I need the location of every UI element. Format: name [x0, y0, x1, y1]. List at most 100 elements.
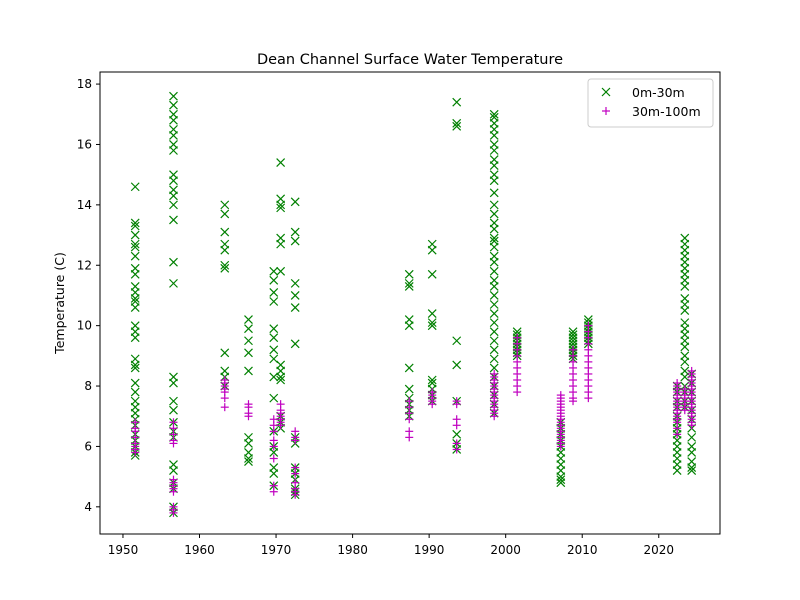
data-point	[220, 200, 230, 210]
data-point	[269, 333, 279, 343]
data-point	[489, 200, 499, 210]
data-point	[244, 457, 253, 466]
data-point	[489, 224, 499, 234]
data-point	[489, 318, 499, 328]
data-point	[489, 233, 499, 243]
data-point	[404, 278, 414, 288]
y-tick-label: 16	[77, 137, 92, 151]
data-point	[130, 251, 140, 261]
data-point	[290, 291, 300, 300]
data-point	[687, 463, 697, 472]
data-point	[680, 406, 689, 415]
data-point	[405, 433, 414, 442]
data-point	[428, 400, 437, 409]
data-point	[130, 363, 140, 373]
data-point	[404, 321, 414, 331]
legend-entry-30m-100m: 30m-100m	[632, 104, 701, 119]
data-point	[169, 146, 178, 155]
data-point	[489, 209, 499, 219]
data-point	[130, 269, 140, 279]
data-point	[169, 215, 178, 225]
data-point	[276, 375, 286, 385]
data-point	[130, 218, 140, 228]
data-point	[680, 372, 690, 382]
data-point	[130, 333, 140, 343]
data-point	[169, 378, 178, 388]
data-point	[244, 454, 253, 463]
data-point	[291, 469, 300, 478]
x-tick-label: 1970	[261, 543, 292, 557]
data-point	[220, 260, 230, 270]
data-marks	[130, 91, 697, 518]
data-point	[489, 336, 499, 346]
data-point	[269, 275, 279, 285]
y-axis-label: Temperature (C)	[52, 252, 67, 355]
data-point	[290, 227, 300, 237]
data-point	[452, 360, 462, 370]
data-point	[169, 508, 178, 517]
data-point	[269, 393, 279, 403]
legend-marker-x-icon	[601, 87, 611, 97]
data-point	[452, 445, 461, 454]
legend-plus-icon	[602, 107, 610, 115]
data-point	[220, 348, 230, 358]
data-point	[269, 297, 279, 306]
data-point	[680, 306, 690, 315]
data-point	[404, 384, 414, 394]
data-point	[220, 403, 229, 412]
data-point	[130, 378, 140, 388]
data-point	[169, 466, 178, 476]
data-point	[291, 490, 300, 499]
data-point	[489, 300, 499, 309]
y-tick-label: 10	[77, 319, 92, 333]
data-point	[244, 412, 253, 421]
y-tick-label: 6	[84, 439, 92, 453]
data-point	[452, 421, 461, 430]
data-point	[680, 342, 690, 352]
x-tick-label: 2010	[567, 543, 598, 557]
data-point	[276, 266, 286, 276]
data-point	[489, 309, 499, 318]
data-point	[427, 318, 437, 328]
data-point	[489, 242, 499, 252]
data-point	[276, 239, 286, 249]
data-point	[269, 448, 279, 457]
data-point	[130, 294, 140, 303]
data-point	[556, 475, 566, 485]
data-point	[489, 327, 499, 337]
data-point	[452, 118, 462, 128]
data-point	[427, 321, 437, 331]
data-point	[687, 421, 696, 430]
data-point	[290, 339, 300, 349]
data-point	[244, 438, 253, 448]
x-axis: 1950 1960 1970 1980 1990 2000 2010 2020	[108, 534, 674, 557]
data-point	[404, 281, 414, 291]
data-point	[244, 324, 253, 334]
data-point	[404, 363, 414, 373]
data-point	[130, 221, 140, 231]
data-point	[169, 115, 178, 125]
data-point	[220, 394, 229, 403]
data-point	[489, 176, 499, 186]
data-point	[405, 415, 414, 424]
legend-entry-0m-30m: 0m-30m	[632, 85, 685, 100]
data-point	[680, 281, 690, 291]
data-point	[130, 182, 140, 192]
x-tick-label: 2020	[643, 543, 674, 557]
data-point	[673, 430, 682, 439]
data-point	[290, 303, 300, 312]
legend: 0m-30m 30m-100m	[587, 78, 714, 128]
data-point	[131, 448, 140, 457]
y-tick-label: 14	[77, 198, 92, 212]
x-tick-label: 1990	[414, 543, 445, 557]
data-point	[269, 324, 279, 334]
data-point	[672, 466, 682, 476]
data-point	[489, 130, 499, 140]
data-point	[220, 263, 230, 273]
data-point	[489, 188, 499, 198]
data-point	[489, 345, 499, 355]
data-point	[404, 269, 414, 279]
data-point	[276, 203, 286, 213]
data-point	[244, 348, 253, 358]
